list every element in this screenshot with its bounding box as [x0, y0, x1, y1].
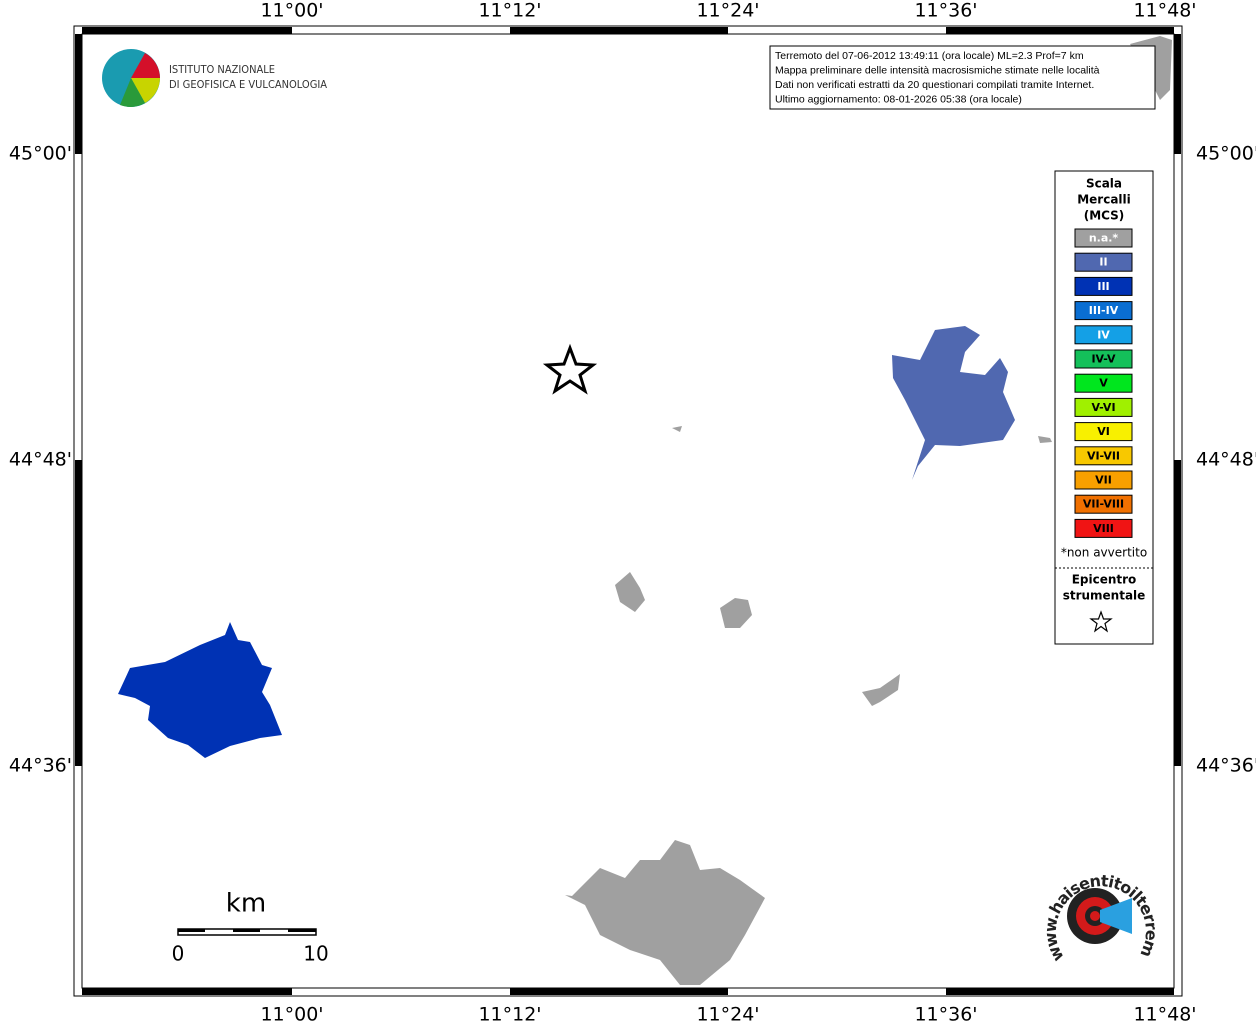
frame-bar [75, 34, 82, 154]
frame-bar [82, 27, 292, 34]
scale-label: 10 [303, 942, 328, 966]
legend-swatch [1074, 349, 1133, 369]
frame-bar [1174, 460, 1181, 766]
legend-swatch [1074, 373, 1133, 393]
lat-label: 44°48' [1196, 449, 1256, 471]
scale-bar-segment [178, 929, 205, 932]
lon-label: 11°48' [1133, 1004, 1196, 1025]
legend-swatch [1074, 518, 1133, 538]
legend-label: III [1097, 280, 1109, 293]
legend-note: *non avvertito [1061, 546, 1147, 560]
info-line: Ultimo aggiornamento: 08-01-2026 05:38 (… [775, 93, 1022, 105]
lon-label: 11°36' [914, 1004, 977, 1025]
lon-label: 11°24' [696, 0, 759, 22]
area-na [862, 674, 900, 706]
logo-segment [120, 78, 145, 107]
area-iii [118, 622, 282, 758]
logo-line: ISTITUTO NAZIONALE [169, 63, 275, 76]
legend-title: (MCS) [1084, 209, 1125, 223]
site-logo-speaker [1100, 898, 1132, 934]
frame-bar [946, 988, 1174, 995]
lon-label: 11°24' [696, 1004, 759, 1025]
legend-swatch [1074, 252, 1133, 272]
legend-label: III-IV [1089, 304, 1119, 317]
lon-label: 11°36' [914, 0, 977, 22]
frame-bar [510, 27, 728, 34]
legend-label: VI-VII [1087, 449, 1120, 462]
frame-bar [75, 460, 82, 766]
legend-swatch [1074, 325, 1133, 345]
info-line: Mappa preliminare delle intensità macros… [775, 64, 1100, 76]
legend-label: IV [1097, 328, 1110, 341]
area-na [1038, 436, 1052, 443]
frame-bar [1174, 34, 1181, 154]
legend-swatch [1074, 276, 1133, 296]
legend-label: V [1099, 377, 1108, 390]
frame-bar [510, 988, 728, 995]
legend-swatch [1074, 301, 1133, 321]
scale-bar-segment [288, 929, 316, 932]
legend-label: n.a.* [1089, 232, 1119, 245]
area-na [565, 840, 765, 985]
scale-label: 0 [172, 942, 185, 966]
area-na [615, 572, 645, 612]
info-line: Dati non verificati estratti da 20 quest… [775, 79, 1094, 91]
legend-title: Scala [1086, 177, 1122, 191]
info-box [769, 45, 1156, 110]
lat-label: 45°00' [1196, 143, 1256, 165]
legend-label: VI [1097, 425, 1110, 438]
legend-swatch [1074, 422, 1133, 442]
legend-label: II [1099, 256, 1107, 269]
scale-bar-segment [233, 929, 260, 932]
legend-epicenter: Epicentro [1072, 573, 1137, 587]
frame-bar [946, 27, 1174, 34]
area-na [672, 426, 682, 432]
legend-label: VIII [1093, 522, 1114, 535]
area-na [720, 598, 752, 628]
frame-bar [82, 988, 292, 995]
area-ii [892, 326, 1015, 480]
legend-title: Mercalli [1077, 193, 1131, 207]
lat-label: 44°48' [9, 449, 72, 471]
lon-label: 11°00' [260, 1004, 323, 1025]
logo-line: DI GEOFISICA E VULCANOLOGIA [169, 78, 327, 91]
legend-swatch [1074, 397, 1133, 417]
legend-swatch [1074, 494, 1133, 514]
scale-labels: km 0 10 [172, 889, 329, 966]
legend: ScalaMercalli(MCS)n.a.*IIIIIIII-IVIVIV-V… [1061, 177, 1147, 603]
legend-epicenter: strumentale [1063, 589, 1146, 603]
lat-label: 44°36' [1196, 755, 1256, 777]
info-line: Terremoto del 07-06-2012 13:49:11 (ora l… [775, 50, 1084, 62]
info-text: Terremoto del 07-06-2012 13:49:11 (ora l… [775, 50, 1100, 106]
legend-swatch [1074, 470, 1133, 490]
legend-swatch [1074, 446, 1133, 466]
logo-text: ISTITUTO NAZIONALE DI GEOFISICA E VULCANO… [169, 63, 327, 91]
legend-label: VII [1095, 474, 1112, 487]
legend-label: VII-VIII [1083, 498, 1124, 511]
map-area [81, 33, 1175, 989]
lat-label: 45°00' [9, 143, 72, 165]
frame-bars [75, 27, 1181, 995]
lon-label: 11°48' [1133, 0, 1196, 22]
epicenter-star [542, 343, 598, 395]
lon-label: 11°12' [478, 0, 541, 22]
legend-swatch [1074, 228, 1133, 248]
lat-label: 44°36' [9, 755, 72, 777]
legend-star [1089, 610, 1113, 633]
lon-label: 11°12' [478, 1004, 541, 1025]
site-logo-ring [1090, 911, 1100, 921]
legend-label: V-VI [1091, 401, 1115, 414]
scale-unit: km [226, 889, 266, 919]
logo-segment [131, 78, 160, 103]
legend-label: IV-V [1091, 353, 1116, 366]
logo-segment [131, 53, 160, 78]
lon-label: 11°00' [260, 0, 323, 22]
